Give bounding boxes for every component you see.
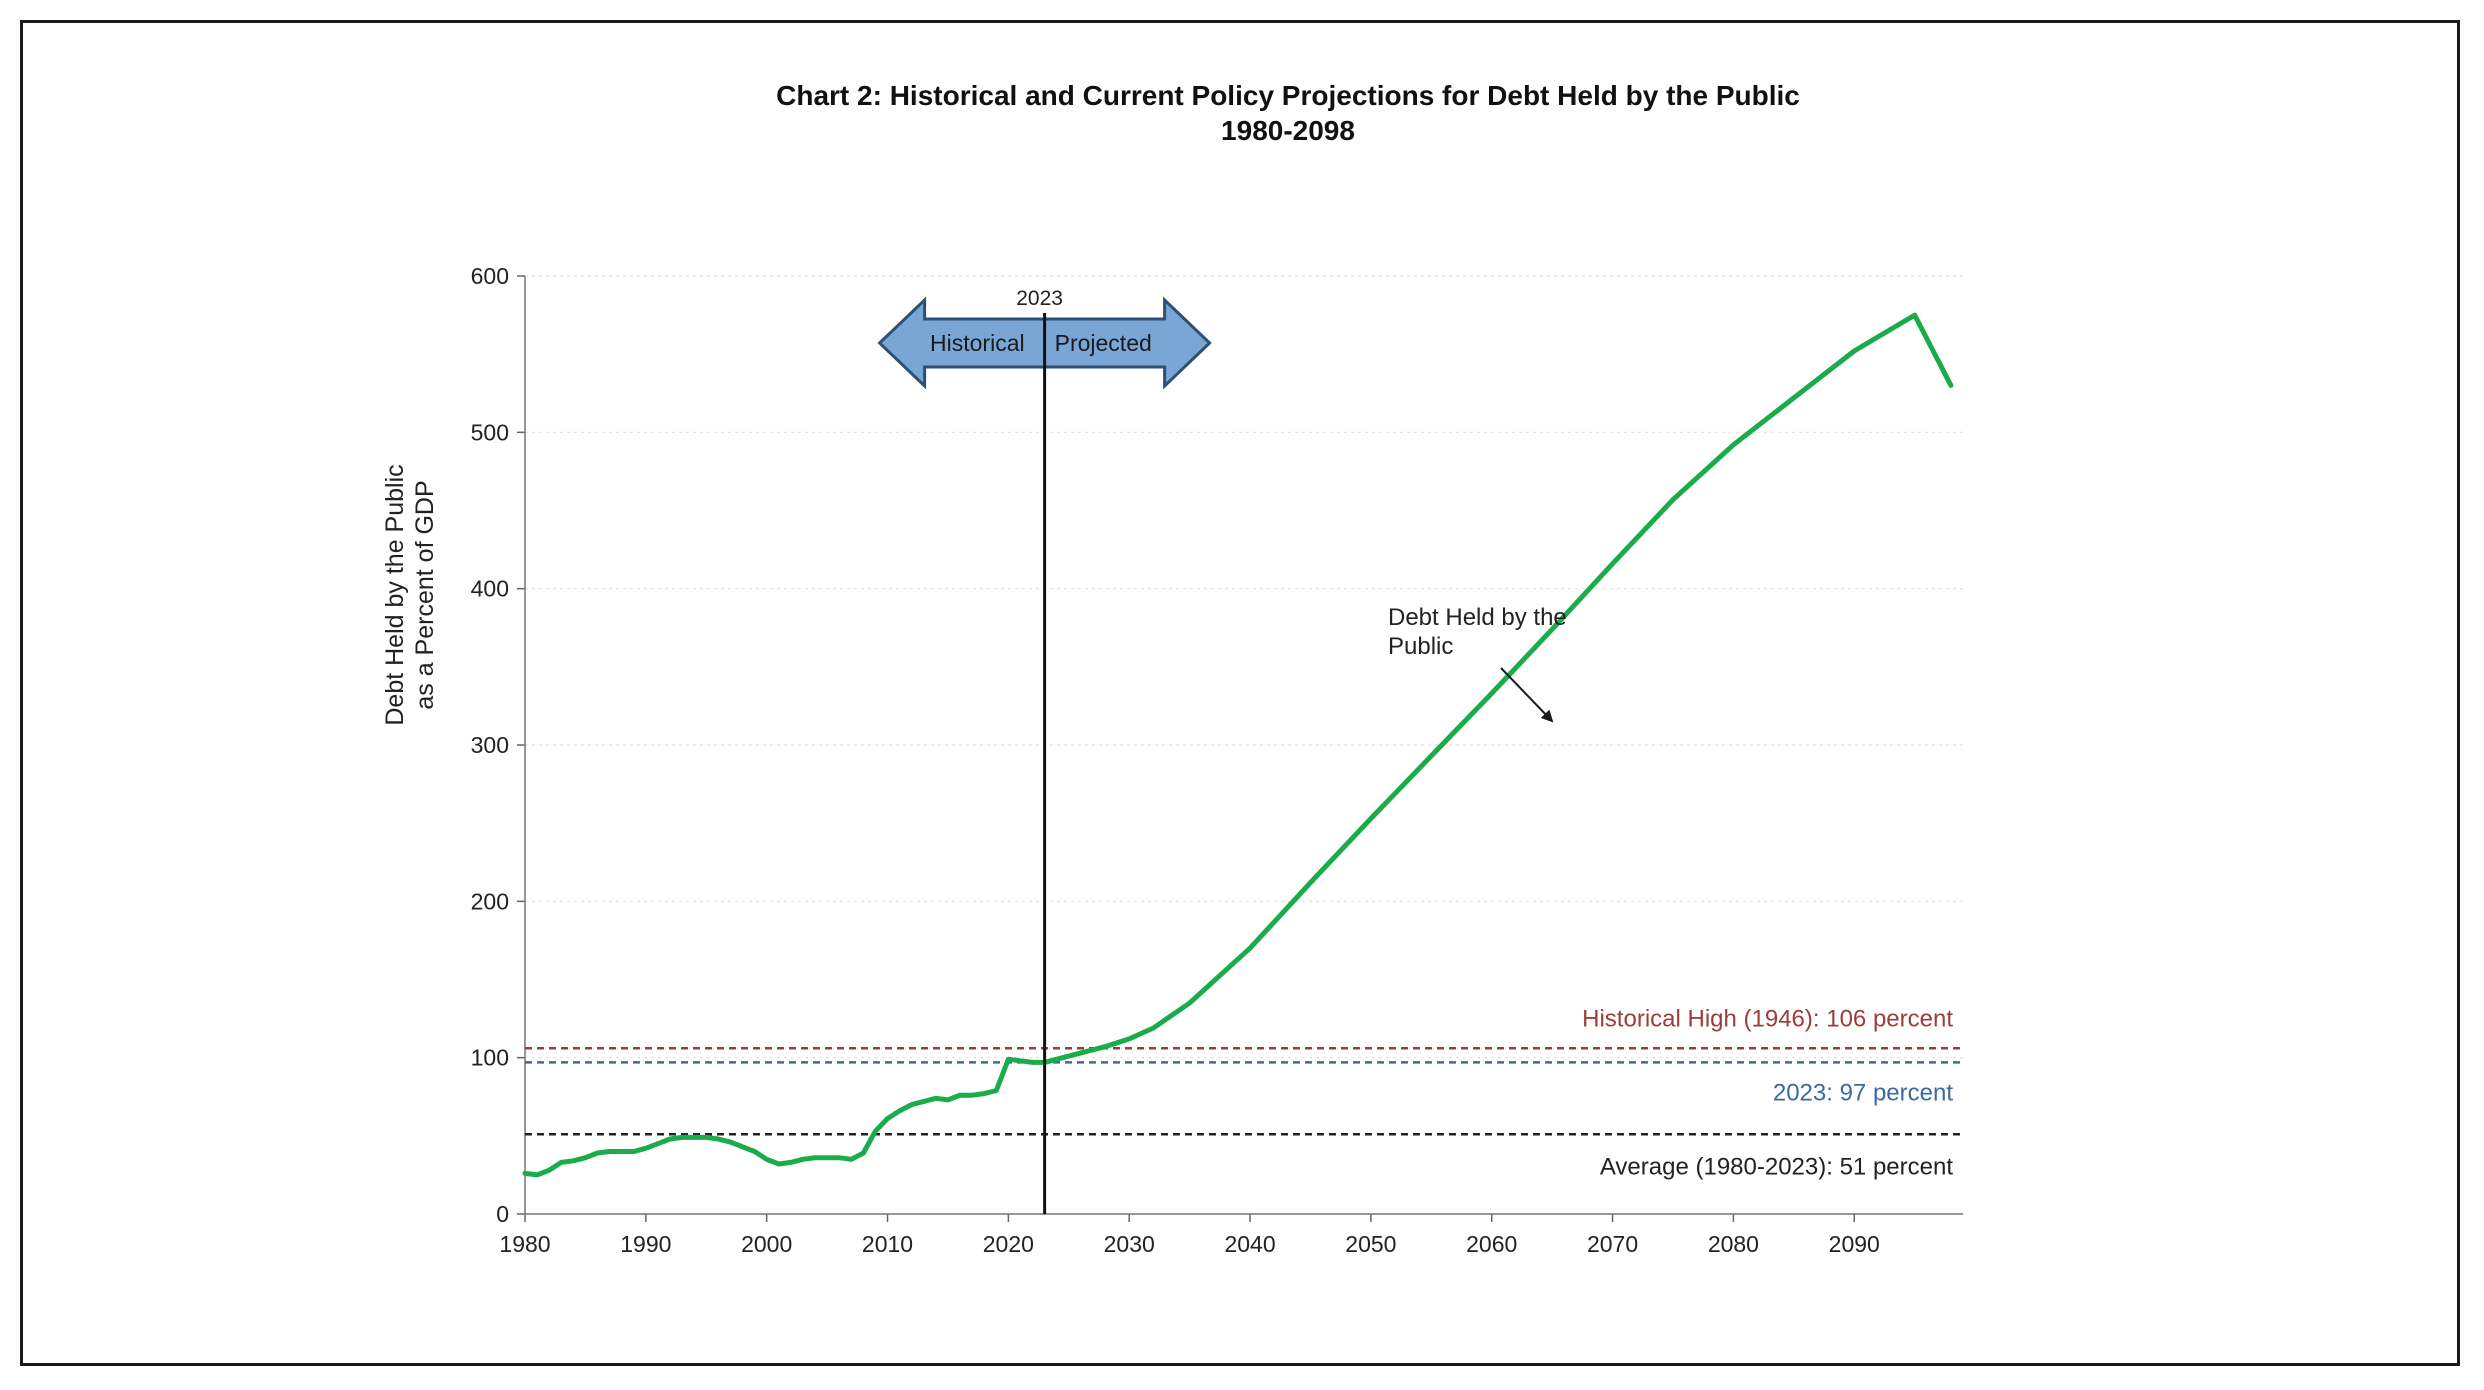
y-axis-label: Debt Held by the Public as a Percent of … [381,464,439,725]
y-axis-label-line1: Debt Held by the Public [381,464,409,725]
y-axis-label-line2: as a Percent of GDP [411,480,439,709]
series-line [522,312,1954,1178]
x-tick-label: 2070 [1587,1231,1638,1257]
chart-title: Chart 2: Historical and Current Policy P… [776,80,1800,111]
x-tick-label: 2090 [1829,1231,1880,1257]
chart-frame: Chart 2: Historical and Current Policy P… [20,20,2460,1366]
series-annotation-line2: Public [1388,633,1453,660]
series-annotation-arrow [1500,667,1554,723]
x-tick-label: 2020 [983,1231,1034,1257]
divider-year-label: 2023 [1016,287,1063,310]
x-tick-label: 2010 [862,1231,913,1257]
x-tick-label: 2050 [1345,1231,1396,1257]
x-tick-label: 2080 [1708,1231,1759,1257]
y-tick-label: 100 [471,1045,509,1071]
reference-line-label: Historical High (1946): 106 percent [1582,1005,1953,1032]
series-annotation: Debt Held by the Public [1388,604,1567,723]
projected-label: Projected [1055,330,1152,356]
y-tick-label: 400 [471,576,509,602]
divider: 2023 Historical Projected [877,287,1212,1214]
chart-svg: Chart 2: Historical and Current Policy P… [381,80,1963,1257]
reference-line-label: Average (1980-2023): 51 percent [1600,1153,1953,1180]
x-tick-label: 2030 [1104,1231,1155,1257]
y-tick-label: 300 [471,732,509,758]
series-layer [522,312,1954,1178]
x-tick-label: 1980 [499,1231,550,1257]
y-tick-label: 200 [471,888,509,914]
x-tick-label: 2040 [1224,1231,1275,1257]
reference-lines: Historical High (1946): 106 percent 2023:… [525,1005,1963,1180]
y-tick-label: 500 [471,419,509,445]
y-tick-label: 600 [471,263,509,289]
chart-subtitle: 1980-2098 [1221,115,1355,146]
gridlines [525,275,1963,1059]
y-tick-label: 0 [496,1201,509,1227]
historical-label: Historical [930,330,1025,356]
axes: 0 100 200 300 400 500 600 1980 1990 2000 2010 2020 2… [471,263,1963,1257]
x-tick-label: 1990 [620,1231,671,1257]
x-tick-label: 2000 [741,1231,792,1257]
series-annotation-line1: Debt Held by the [1388,604,1567,631]
reference-line-label: 2023: 97 percent [1773,1079,1953,1106]
x-tick-label: 2060 [1466,1231,1517,1257]
